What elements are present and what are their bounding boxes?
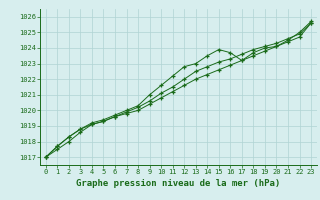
X-axis label: Graphe pression niveau de la mer (hPa): Graphe pression niveau de la mer (hPa) bbox=[76, 179, 281, 188]
